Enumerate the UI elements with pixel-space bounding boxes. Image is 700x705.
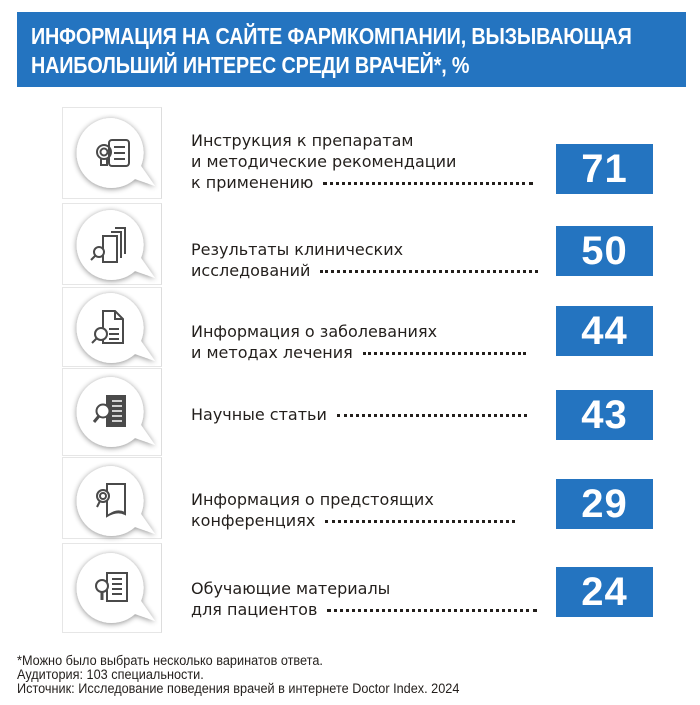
icon-card: [62, 203, 162, 285]
bulb-document-icon: [77, 118, 147, 188]
value-badge: 43: [556, 390, 653, 440]
icon-card: [62, 543, 162, 633]
dotted-leader: [362, 352, 526, 355]
footnote-multiple-choice: *Можно было выбрать несколько варинатов …: [17, 653, 323, 668]
dotted-leader: [323, 182, 534, 185]
chart-title-line-1: ИНФОРМАЦИЯ НА САЙТЕ ФАРМКОМПАНИИ, ВЫЗЫВА…: [31, 23, 632, 49]
dotted-leader: [327, 609, 538, 612]
icon-card: [62, 287, 162, 367]
icon-card: [62, 107, 162, 199]
item-label: Информация о заболеваниях и методах лече…: [191, 321, 526, 363]
value-badge: 44: [556, 306, 653, 356]
value-badge: 71: [556, 144, 653, 194]
item-label: Обучающие материалы для пациентов: [191, 578, 538, 620]
search-file-icon: [77, 293, 147, 363]
icon-card: [62, 457, 162, 539]
item-label: Информация о предстоящих конференциях: [191, 489, 516, 531]
icon-card: [62, 368, 162, 456]
item-label: Научные статьи: [191, 404, 527, 425]
search-list-document-icon: [77, 553, 147, 623]
dotted-leader: [325, 520, 516, 523]
value-badge: 24: [556, 567, 653, 617]
value-badge: 29: [556, 479, 653, 529]
chart-title-banner: ИНФОРМАЦИЯ НА САЙТЕ ФАРМКОМПАНИИ, ВЫЗЫВА…: [17, 12, 686, 87]
value-badge: 50: [556, 226, 653, 276]
item-label: Результаты клинических исследований: [191, 239, 539, 281]
footnotes: *Можно было выбрать несколько варинатов …: [17, 654, 488, 696]
footnote-source: Источник: Исследование поведения врачей …: [17, 681, 460, 696]
item-label: Инструкция к препаратам и методические р…: [191, 130, 534, 193]
search-page-curl-icon: [77, 466, 147, 536]
search-documents-stack-icon: [77, 210, 147, 280]
search-article-icon: [77, 377, 147, 447]
dotted-leader: [336, 414, 527, 417]
dotted-leader: [320, 270, 539, 273]
chart-title-line-2: НАИБОЛЬШИЙ ИНТЕРЕС СРЕДИ ВРАЧЕЙ*, %: [31, 52, 470, 78]
footnote-audience: Аудитория: 103 специальности.: [17, 667, 204, 682]
